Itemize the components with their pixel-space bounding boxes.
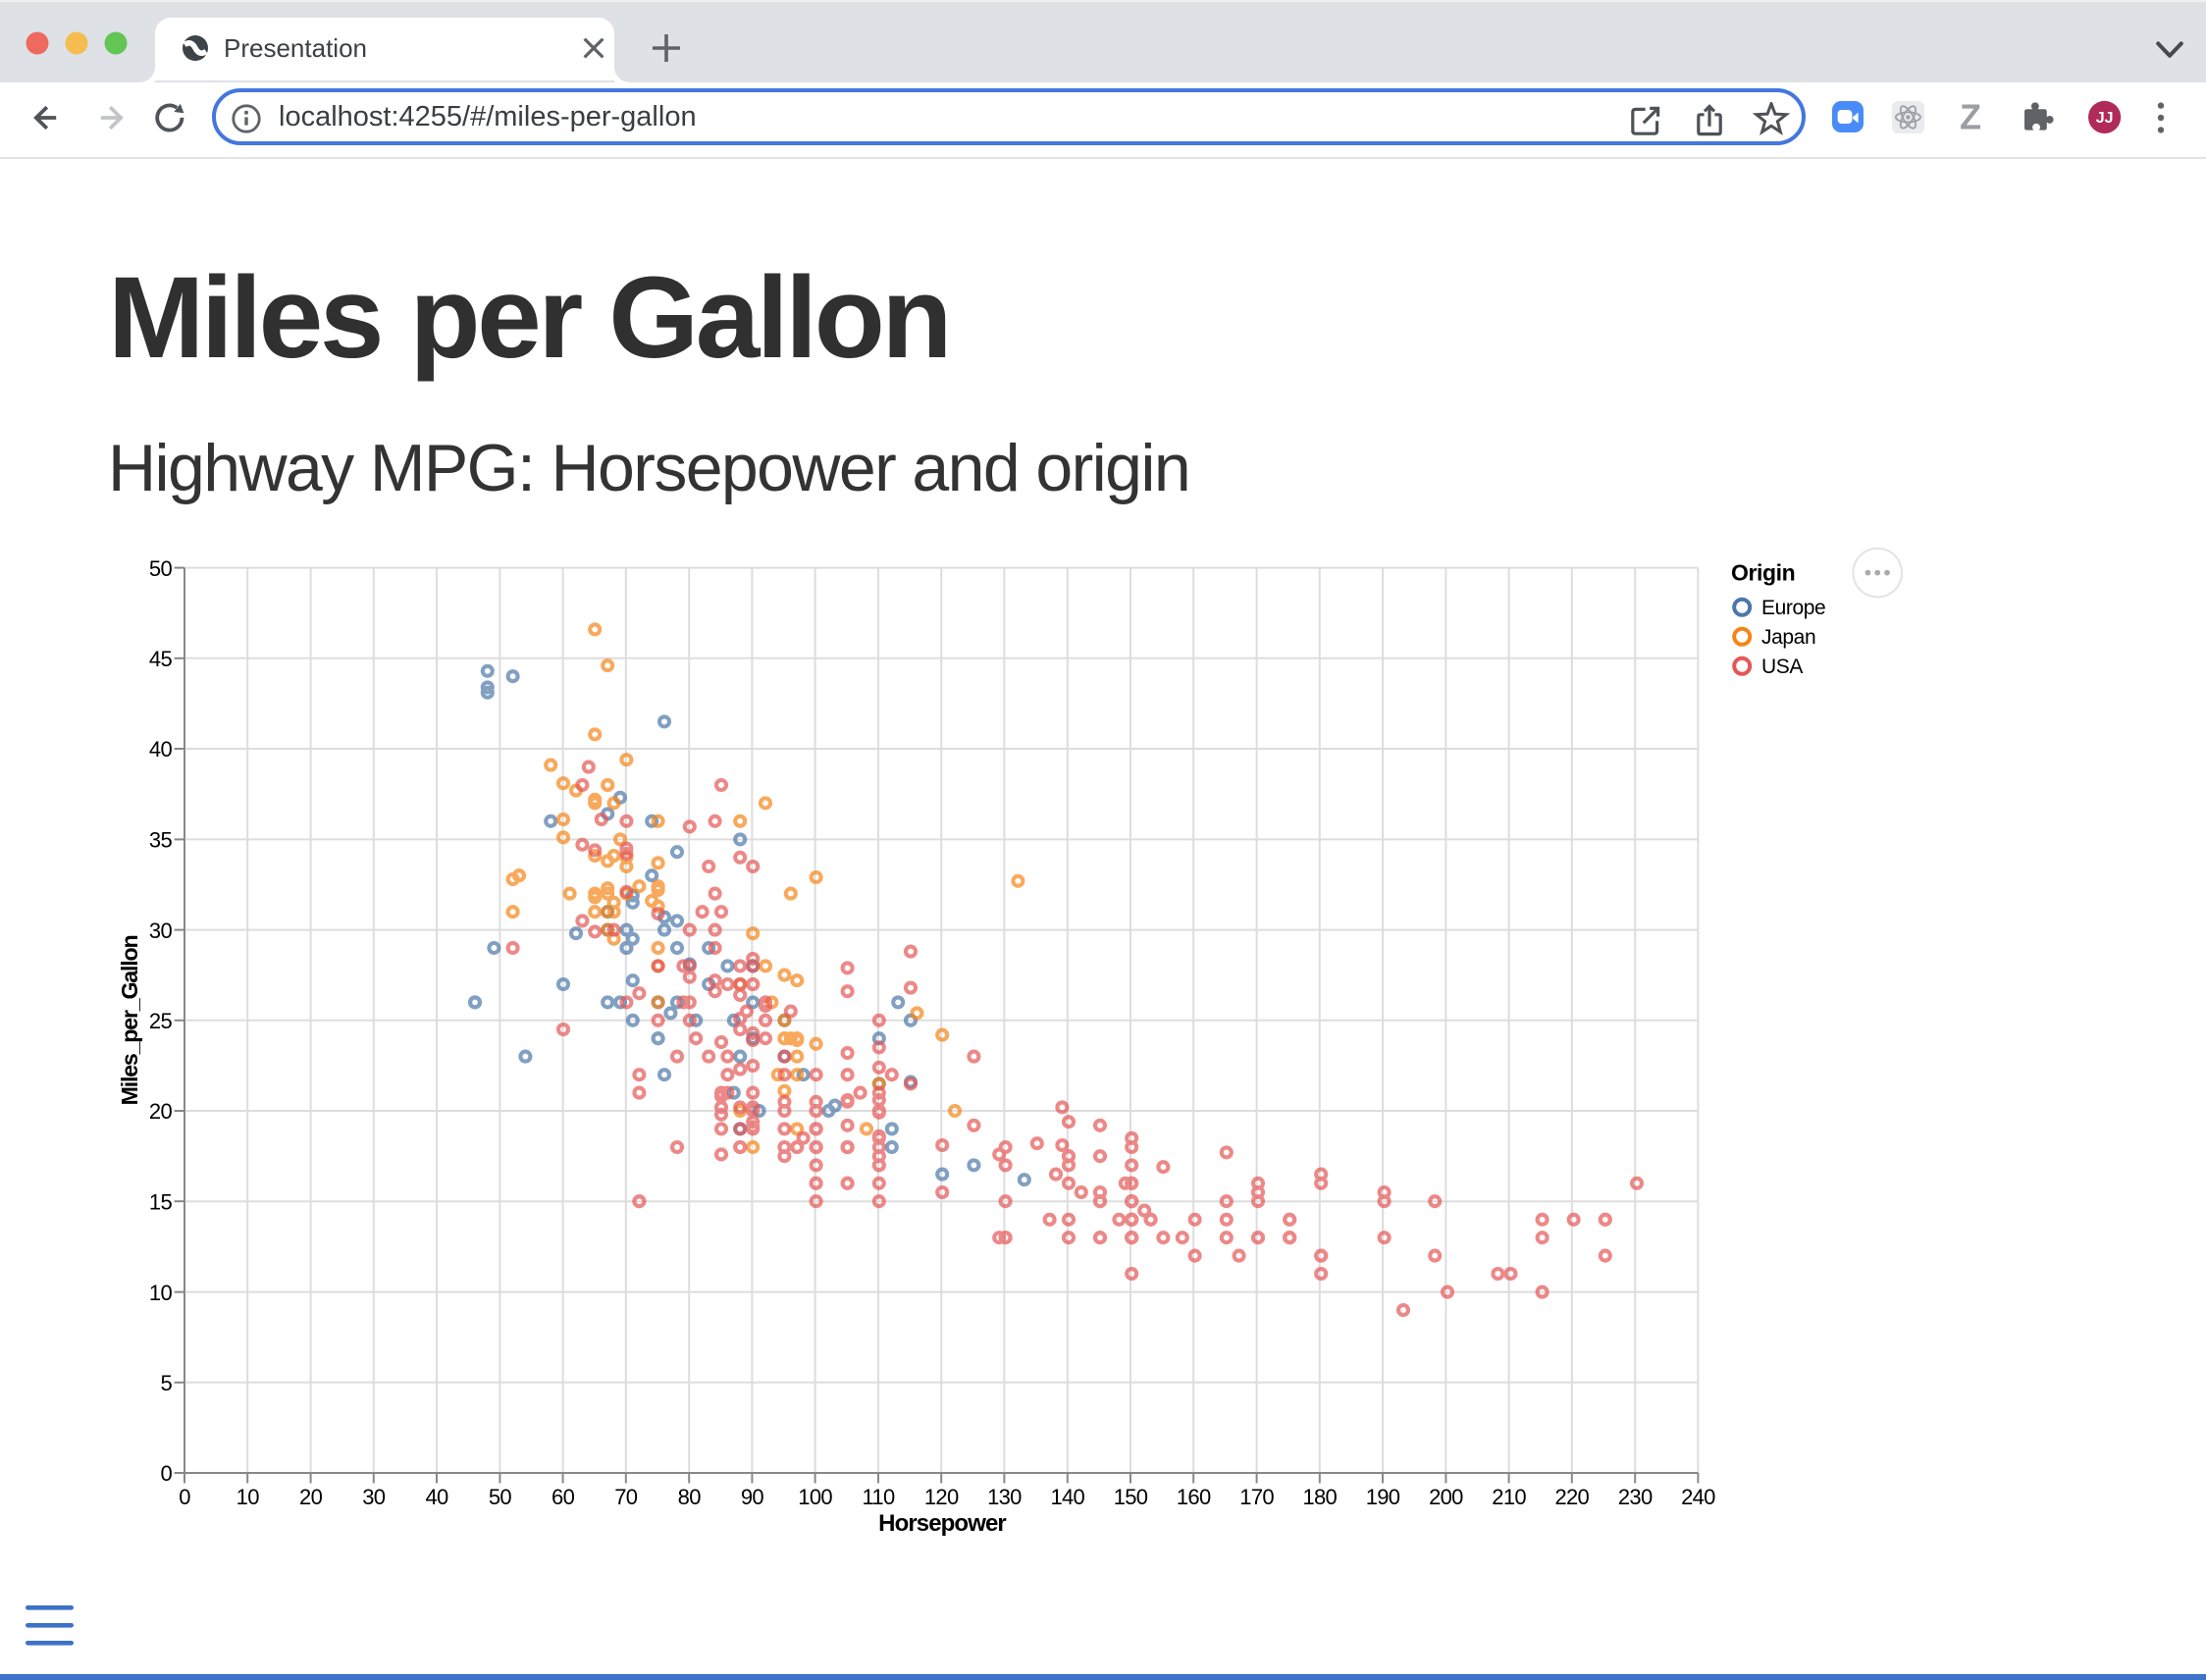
svg-text:140: 140 <box>1050 1485 1084 1509</box>
svg-text:10: 10 <box>236 1485 260 1509</box>
svg-text:180: 180 <box>1302 1485 1337 1509</box>
svg-text:25: 25 <box>149 1009 173 1033</box>
svg-text:170: 170 <box>1239 1485 1274 1509</box>
svg-text:20: 20 <box>299 1485 323 1509</box>
svg-text:220: 220 <box>1554 1485 1589 1509</box>
svg-text:35: 35 <box>149 828 173 853</box>
svg-text:70: 70 <box>614 1485 638 1509</box>
svg-text:40: 40 <box>425 1485 448 1509</box>
svg-text:Z: Z <box>1960 97 1981 137</box>
svg-text:160: 160 <box>1177 1485 1211 1509</box>
svg-text:Europe: Europe <box>1761 597 1825 619</box>
svg-text:50: 50 <box>149 556 173 581</box>
svg-text:190: 190 <box>1366 1485 1400 1509</box>
svg-text:120: 120 <box>924 1485 959 1509</box>
svg-text:240: 240 <box>1681 1485 1715 1509</box>
svg-text:Horsepower: Horsepower <box>878 1510 1006 1537</box>
svg-text:40: 40 <box>149 737 173 761</box>
svg-text:20: 20 <box>149 1099 173 1124</box>
svg-text:30: 30 <box>362 1485 386 1509</box>
svg-text:100: 100 <box>798 1485 832 1509</box>
svg-text:10: 10 <box>149 1281 173 1305</box>
svg-text:50: 50 <box>489 1485 512 1509</box>
svg-text:210: 210 <box>1492 1485 1526 1509</box>
svg-text:45: 45 <box>149 647 173 671</box>
svg-text:110: 110 <box>863 1485 895 1509</box>
svg-text:230: 230 <box>1618 1485 1653 1509</box>
svg-text:200: 200 <box>1429 1485 1463 1509</box>
svg-text:JJ: JJ <box>2096 111 2114 128</box>
svg-text:Japan: Japan <box>1761 626 1815 649</box>
svg-text:USA: USA <box>1761 656 1803 678</box>
svg-text:0: 0 <box>160 1461 172 1486</box>
svg-text:90: 90 <box>741 1485 764 1509</box>
svg-text:Origin: Origin <box>1731 560 1795 586</box>
svg-text:Miles_per_Gallon: Miles_per_Gallon <box>117 936 142 1106</box>
svg-text:150: 150 <box>1114 1485 1148 1509</box>
svg-text:30: 30 <box>149 919 173 943</box>
svg-text:130: 130 <box>987 1485 1022 1509</box>
svg-text:15: 15 <box>149 1189 173 1214</box>
svg-text:80: 80 <box>678 1485 702 1509</box>
svg-text:5: 5 <box>160 1371 172 1395</box>
svg-text:0: 0 <box>179 1485 190 1509</box>
svg-text:60: 60 <box>552 1485 575 1509</box>
